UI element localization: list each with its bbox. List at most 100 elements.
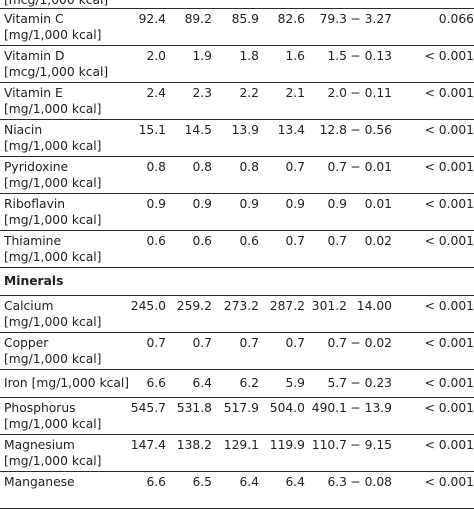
nutrient-name: Magnesium [mg/1,000 kcal] xyxy=(4,437,101,469)
nutrient-name-line1: Niacin xyxy=(4,123,43,137)
value-cell: < 0.001 xyxy=(424,86,474,100)
value-cell: 0.7 xyxy=(146,336,166,350)
value-cell: 2.1 xyxy=(285,86,305,100)
nutrient-unit: [mg/1,000 kcal] xyxy=(4,250,102,264)
value-cell: 6.4 xyxy=(285,475,305,489)
nutrient-name-line1: Copper xyxy=(4,336,49,350)
value-cell: 0.8 xyxy=(239,160,259,174)
value-cell: 12.8 xyxy=(319,123,347,137)
value-cell: 0.8 xyxy=(146,160,166,174)
table-row: Riboflavin [mg/1,000 kcal] 0.9 0.9 0.9 0.9 0.9… xyxy=(0,194,474,231)
value-cell: 119.9 xyxy=(269,438,305,452)
value-cell: 517.9 xyxy=(223,401,259,415)
value-cell: 0.7 xyxy=(327,160,347,174)
nutrient-name: Vitamin E [mg/1,000 kcal] xyxy=(4,85,101,117)
table-row: Iron [mg/1,000 kcal] 6.6 6.4 6.2 5.9 5.7− 0.2… xyxy=(0,370,474,398)
nutrient-name-line1: Phosphorus xyxy=(4,401,76,415)
value-cell: 0.7 xyxy=(327,336,347,350)
value-cell: − 0.13 xyxy=(350,49,392,63)
table-row: Pyridoxine [mg/1,000 kcal] 0.8 0.8 0.8 0.7 0.7… xyxy=(0,157,474,194)
value-cell: 5.7 xyxy=(327,376,347,390)
section-header: Minerals xyxy=(0,268,474,296)
table-row: Thiamine [mg/1,000 kcal] 0.6 0.6 0.6 0.7 0.7 0.… xyxy=(0,231,474,268)
nutrient-name-line1: Magnesium xyxy=(4,438,75,452)
nutrient-unit: [mg/1,000 kcal] xyxy=(4,176,102,190)
nutrient-unit: [mg/1,000 kcal] xyxy=(4,28,102,42)
value-cell: 82.6 xyxy=(277,12,305,26)
value-cell: < 0.001 xyxy=(424,376,474,390)
table-row: Vitamin C [mg/1,000 kcal] 92.4 89.2 85.9 82.6… xyxy=(0,9,474,46)
value-cell: 0.7 xyxy=(285,234,305,248)
nutrient-name-line1: Iron [mg/1,000 kcal] xyxy=(4,376,130,390)
value-cell: 6.2 xyxy=(239,376,259,390)
value-cell: 110.7 xyxy=(311,438,347,452)
value-cell: < 0.001 xyxy=(424,49,474,63)
value-cell: 0.7 xyxy=(285,160,305,174)
value-cell: 490.1 xyxy=(311,401,347,415)
value-cell: 0.8 xyxy=(192,160,212,174)
table-row: Magnesium [mg/1,000 kcal] 147.4 138.2 129.1 1… xyxy=(0,435,474,472)
value-cell: 0.066 xyxy=(438,12,474,26)
table-row: [mcg/1,000 kcal] xyxy=(0,0,474,9)
value-cell: 0.9 xyxy=(239,197,259,211)
nutrient-name: Niacin [mg/1,000 kcal] xyxy=(4,122,101,154)
value-cell: − 0.01 xyxy=(350,160,392,174)
value-cell: 0.9 xyxy=(327,197,347,211)
value-cell: 129.1 xyxy=(223,438,259,452)
value-cell: 0.9 xyxy=(146,197,166,211)
nutrient-name-line1: Vitamin C xyxy=(4,12,64,26)
value-cell: 273.2 xyxy=(223,299,259,313)
nutrient-name: Manganese xyxy=(4,474,75,490)
nutrient-name: Phosphorus [mg/1,000 kcal] xyxy=(4,400,101,432)
value-cell: 85.9 xyxy=(231,12,259,26)
value-cell: 0.01 xyxy=(364,197,392,211)
value-cell: 6.5 xyxy=(192,475,212,489)
value-cell: < 0.001 xyxy=(424,234,474,248)
nutrient-name-line1: Riboflavin xyxy=(4,197,66,211)
nutrient-unit: [mg/1,000 kcal] xyxy=(4,139,102,153)
value-cell: 92.4 xyxy=(138,12,166,26)
table-row: Vitamin D [mcg/1,000 kcal] 2.0 1.9 1.8 1.6 1.5… xyxy=(0,46,474,83)
value-cell: < 0.001 xyxy=(424,336,474,350)
nutrient-name: Vitamin D [mcg/1,000 kcal] xyxy=(4,48,108,80)
nutrient-name: Iron [mg/1,000 kcal] xyxy=(4,375,129,391)
value-cell: 147.4 xyxy=(130,438,166,452)
value-cell: 14.00 xyxy=(356,299,392,313)
value-cell: 0.7 xyxy=(192,336,212,350)
value-cell: 2.3 xyxy=(192,86,212,100)
value-cell: < 0.001 xyxy=(424,160,474,174)
value-cell: 2.0 xyxy=(146,49,166,63)
value-cell: 138.2 xyxy=(176,438,212,452)
value-cell: 287.2 xyxy=(269,299,305,313)
value-cell: < 0.001 xyxy=(424,475,474,489)
nutrient-unit: [mg/1,000 kcal] xyxy=(4,454,102,468)
table-row: Manganese 6.6 6.5 6.4 6.4 6.3− 0.08 < 0.001 xyxy=(0,472,474,509)
value-cell: 6.4 xyxy=(192,376,212,390)
value-cell: 13.9 xyxy=(231,123,259,137)
value-cell: 2.0 xyxy=(327,86,347,100)
value-cell: 89.2 xyxy=(184,12,212,26)
value-cell: − 13.9 xyxy=(350,401,392,415)
value-cell: 6.6 xyxy=(146,376,166,390)
value-cell: 545.7 xyxy=(130,401,166,415)
section-title: Minerals xyxy=(4,274,64,288)
value-cell: 1.6 xyxy=(285,49,305,63)
nutrient-name-line1: Vitamin D xyxy=(4,49,65,63)
nutrient-name-line1: Manganese xyxy=(4,475,75,489)
value-cell: < 0.001 xyxy=(424,123,474,137)
nutrient-name: Copper [mg/1,000 kcal] xyxy=(4,335,101,367)
nutrient-name-line1: Vitamin E xyxy=(4,86,63,100)
nutrient-unit: [mcg/1,000 kcal] xyxy=(4,65,109,79)
nutrient-unit: [mg/1,000 kcal] xyxy=(4,315,102,329)
nutrient-unit: [mg/1,000 kcal] xyxy=(4,352,102,366)
table-row: Copper [mg/1,000 kcal] 0.7 0.7 0.7 0.7 0.7− 0.… xyxy=(0,333,474,370)
nutrient-name: [mcg/1,000 kcal] xyxy=(4,0,109,7)
value-cell: 14.5 xyxy=(184,123,212,137)
nutrient-unit: [mg/1,000 kcal] xyxy=(4,417,102,431)
nutrient-unit: [mg/1,000 kcal] xyxy=(4,213,102,227)
value-cell: − 3.27 xyxy=(350,12,392,26)
value-cell: 2.2 xyxy=(239,86,259,100)
value-cell: 0.9 xyxy=(192,197,212,211)
value-cell: 5.9 xyxy=(285,376,305,390)
